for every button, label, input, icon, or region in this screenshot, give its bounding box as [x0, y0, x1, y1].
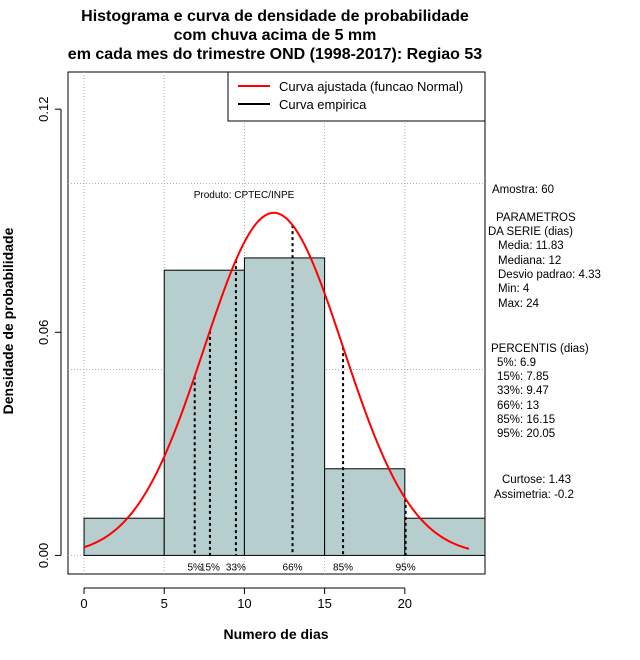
percentile-label: 95%	[396, 562, 416, 573]
percentile-label: 5%	[187, 562, 202, 573]
watermark-text: Produto: CPTEC/INPE	[194, 190, 295, 201]
stat-media: Media: 11.83	[498, 240, 564, 252]
y-axis: 0.00 0.06 0.12	[36, 97, 62, 568]
x-tick-label: 5	[161, 596, 168, 611]
stat-assimetria: Assimetria: -0.2	[494, 489, 574, 501]
chart-title-line-1: Histograma e curva de densidade de proba…	[81, 8, 469, 25]
percentile-label: 15%	[200, 562, 220, 573]
stat-percentis-title: PERCENTIS (dias)	[491, 343, 589, 355]
stat-parametros-title-2: DA SERIE (dias)	[488, 226, 573, 238]
stat-p5: 5%: 6.9	[497, 357, 536, 369]
legend: Curva ajustada (funcao Normal) Curva emp…	[227, 71, 486, 122]
stats-panel: Amostra: 60 PARAMETROS DA SERIE (dias) M…	[488, 184, 601, 501]
histogram-bar	[243, 257, 326, 556]
stat-mediana: Mediana: 12	[498, 255, 561, 267]
legend-box	[227, 71, 486, 122]
histogram-bar	[324, 468, 406, 556]
stat-desvio: Desvio padrao: 4.33	[498, 269, 601, 281]
x-tick-label: 15	[317, 596, 331, 611]
chart-title-line-3: em cada mes do trimestre OND (1998-2017)…	[68, 46, 483, 63]
stat-max: Max: 24	[498, 298, 540, 310]
y-tick-label: 0.00	[36, 543, 51, 568]
percentile-label: 33%	[226, 562, 246, 573]
stat-p95: 95%: 20.05	[497, 428, 555, 440]
percentile-label: 66%	[283, 562, 303, 573]
x-tick-label: 20	[398, 596, 412, 611]
stat-amostra: Amostra: 60	[492, 184, 554, 196]
legend-label-empirical: Curva empirica	[279, 97, 367, 112]
stat-min: Min: 4	[498, 283, 530, 295]
stat-p15: 15%: 7.85	[497, 371, 549, 383]
x-axis: 0 5 10 15 20	[80, 587, 412, 611]
percentile-markers: 5%15% 33% 66% 85% 95%	[187, 225, 416, 573]
histogram-bar	[404, 517, 486, 556]
percentile-label: 85%	[333, 562, 353, 573]
chart-title-line-2: com chuva acima de 5 mm	[174, 27, 377, 44]
legend-label-fit: Curva ajustada (funcao Normal)	[279, 79, 463, 94]
normal-fit-curve	[83, 211, 470, 550]
y-axis-label: Densidade de probabilidade	[0, 227, 16, 414]
histogram-bars	[83, 257, 486, 556]
y-tick-label: 0.12	[36, 97, 51, 122]
x-tick-label: 0	[80, 596, 87, 611]
stat-p66: 66%: 13	[497, 400, 539, 412]
y-tick-label: 0.06	[36, 320, 51, 345]
histogram-bar	[83, 517, 165, 556]
x-axis-label: Numero de dias	[223, 626, 328, 642]
x-tick-label: 10	[237, 596, 251, 611]
stat-parametros-title-1: PARAMETROS	[496, 212, 576, 224]
histogram-bar	[163, 269, 245, 556]
stat-p85: 85%: 16.15	[497, 414, 555, 426]
stat-p33: 33%: 9.47	[497, 385, 549, 397]
stat-curtose: Curtose: 1.43	[502, 474, 571, 486]
